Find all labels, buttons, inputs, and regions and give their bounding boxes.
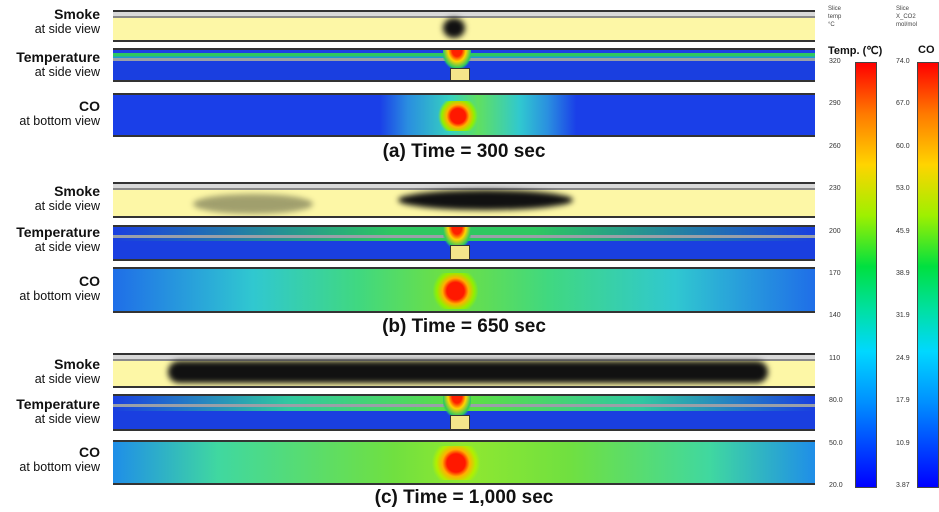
temp-legend-header: Slice temp °C (828, 6, 842, 28)
legend_co-tick: 24.9 (896, 354, 910, 362)
fire-source (450, 415, 470, 429)
legend_temp-tick: 320 (829, 58, 841, 65)
smoke-label-c: Smoke at side view (34, 356, 100, 387)
co-hotspot (433, 273, 478, 309)
temperature-label-c: Temperature at side view (16, 396, 100, 427)
caption-c: (c) Time = 1,000 sec (374, 487, 554, 508)
legend_co-tick: 74.0 (896, 58, 910, 65)
co-colorbar-title: CO (918, 44, 935, 56)
fire-source (450, 68, 470, 80)
legend_co-tick: 67.0 (896, 100, 910, 108)
legend_temp-tick: 230 (829, 185, 841, 193)
co-hotspot (438, 101, 478, 131)
smoke-label-b: Smoke at side view (34, 183, 100, 214)
legend_co-tick: 3.87 (896, 482, 910, 489)
legend_co-tick: 53.0 (896, 185, 910, 193)
smoke-layer (168, 361, 768, 383)
co-label-c: CO at bottom view (19, 444, 100, 475)
legend_co-tick: 17.9 (896, 397, 910, 405)
co-panel-c (113, 440, 815, 485)
legend_temp-tick: 170 (829, 270, 841, 277)
legend_temp-tick: 50.0 (829, 439, 843, 447)
temperature-panel-a (113, 48, 815, 82)
legend_co-tick: 60.0 (896, 142, 910, 150)
legend_temp-tick: 140 (829, 312, 841, 320)
smoke-panel-a (113, 10, 815, 42)
legend_temp-tick: 80.0 (829, 397, 843, 405)
legend_co-tick: 31.9 (896, 312, 910, 320)
caption-b: (b) Time = 650 sec (382, 316, 546, 337)
temperature-panel-c (113, 394, 815, 431)
fire-source (450, 245, 470, 259)
co-label-b: CO at bottom view (19, 273, 100, 304)
co-panel-a (113, 93, 815, 137)
temp-colorbar (855, 62, 877, 488)
legend_co-tick: 45.9 (896, 227, 910, 235)
legend_co-tick: 38.9 (896, 270, 910, 277)
co-colorbar (917, 62, 939, 488)
fire-heat (443, 227, 471, 247)
legend_temp-tick: 20.0 (829, 482, 843, 489)
smoke-plume (398, 190, 573, 210)
co-label-a: CO at bottom view (19, 98, 100, 129)
temperature-label-b: Temperature at side view (16, 224, 100, 255)
co-panel-b (113, 267, 815, 313)
smoke-label-a: Smoke at side view (34, 6, 100, 37)
temperature-label-a: Temperature at side view (16, 49, 100, 80)
legend_co-tick: 10.9 (896, 439, 910, 447)
legend_temp-tick: 290 (829, 100, 841, 108)
legend_temp-tick: 260 (829, 142, 841, 150)
smoke-panel-c (113, 353, 815, 388)
smoke-plume (443, 18, 465, 38)
fire-heat (443, 50, 471, 68)
legend_temp-tick: 200 (829, 227, 841, 235)
fire-heat (443, 396, 471, 416)
temp-colorbar-title: Temp. (℃) (828, 45, 883, 57)
temperature-panel-b (113, 225, 815, 261)
smoke-panel-b (113, 182, 815, 218)
legend_temp-tick: 110 (829, 354, 841, 362)
co-hotspot (431, 446, 481, 480)
co-legend-header: Slice X_CO2 mol/mol (896, 6, 918, 28)
smoke-haze (193, 194, 313, 214)
caption-a: (a) Time = 300 sec (382, 141, 546, 162)
